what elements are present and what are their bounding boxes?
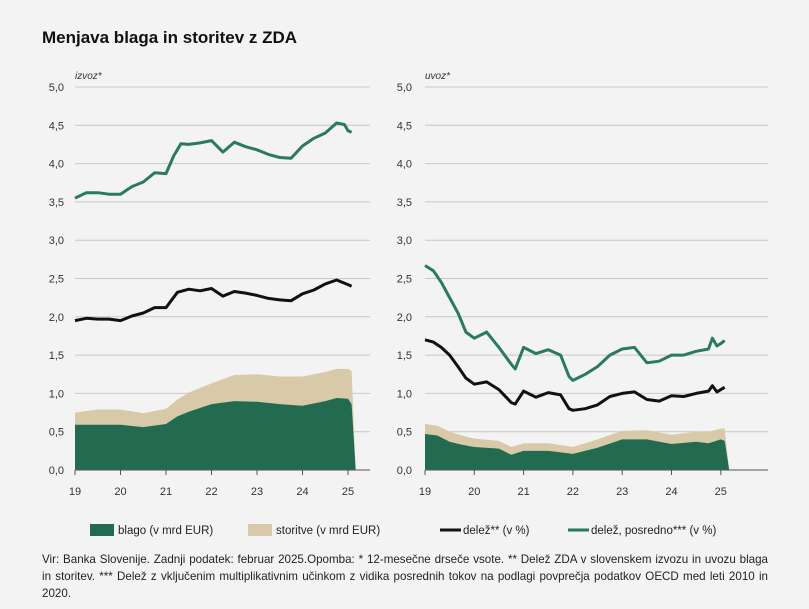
y-tick-label: 4,5 (49, 120, 64, 132)
panel-label: izvoz* (75, 71, 103, 82)
chart-title: Menjava blaga in storitev z ZDA (42, 28, 298, 47)
y-tick-label: 0,5 (49, 427, 64, 439)
x-tick-label: 21 (517, 486, 529, 498)
y-tick-label: 0,0 (49, 465, 64, 477)
x-tick-label: 20 (114, 486, 126, 498)
y-tick-label: 5,0 (49, 82, 64, 94)
x-tick-label: 22 (205, 486, 217, 498)
x-tick-label: 19 (419, 486, 431, 498)
x-tick-label: 23 (251, 486, 263, 498)
legend-label-blago: blago (v mrd EUR) (118, 525, 213, 537)
panel-uvoz: 0,0 0,5 1,0 1,5 2,0 2,5 3,0 3,5 4,0 4,5 5,0 uvoz* 19… (397, 71, 768, 498)
source-note: Vir: Banka Slovenije. Zadnji podatek: fe… (42, 553, 768, 600)
y-tick-label: 5,0 (397, 82, 412, 94)
y-tick-label: 2,5 (49, 274, 64, 286)
y-tick-label: 3,0 (49, 235, 64, 247)
line-delez-posredno (74, 121, 353, 200)
x-tick-label: 24 (296, 486, 308, 498)
y-tick-label: 1,0 (397, 388, 412, 400)
y-tick-label: 2,5 (397, 274, 412, 286)
y-tick-label: 4,0 (49, 159, 64, 171)
y-tick-label: 4,0 (397, 159, 412, 171)
panel-label: uvoz* (425, 71, 451, 82)
y-tick-label: 0,5 (397, 427, 412, 439)
y-tick-label: 2,0 (397, 312, 412, 324)
x-tick-label: 19 (69, 486, 81, 498)
legend-swatch-storitve (248, 524, 272, 536)
line-delez (424, 338, 726, 412)
x-tick-label: 20 (468, 486, 480, 498)
panel-izvoz: 0,0 0,5 1,0 1,5 2,0 2,5 3,0 3,5 4,0 4,5 5,0 izvoz* 1… (49, 71, 370, 498)
x-tick-label: 25 (715, 486, 727, 498)
y-tick-label: 3,5 (397, 197, 412, 209)
y-tick-label: 1,0 (49, 388, 64, 400)
y-tick-label: 2,0 (49, 312, 64, 324)
y-tick-label: 0,0 (397, 465, 412, 477)
legend-swatch-blago (90, 524, 114, 536)
area-blago (425, 434, 730, 470)
y-tick-label: 3,5 (49, 197, 64, 209)
line-delez (74, 278, 353, 323)
x-tick-label: 21 (160, 486, 172, 498)
x-tick-label: 23 (616, 486, 628, 498)
legend: blago (v mrd EUR) storitve (v mrd EUR) del… (90, 524, 716, 537)
legend-label-delez: delež** (v %) (463, 525, 530, 537)
y-tick-label: 1,5 (49, 350, 64, 362)
legend-label-storitve: storitve (v mrd EUR) (276, 525, 380, 537)
legend-label-posredno: delež, posredno*** (v %) (591, 525, 716, 537)
x-tick-label: 22 (567, 486, 579, 498)
x-tick-label: 24 (665, 486, 677, 498)
y-tick-label: 4,5 (397, 120, 412, 132)
y-tick-label: 3,0 (397, 235, 412, 247)
x-tick-label: 25 (342, 486, 354, 498)
area-blago (75, 398, 356, 470)
line-delez-posredno (424, 264, 726, 382)
y-tick-label: 1,5 (397, 350, 412, 362)
